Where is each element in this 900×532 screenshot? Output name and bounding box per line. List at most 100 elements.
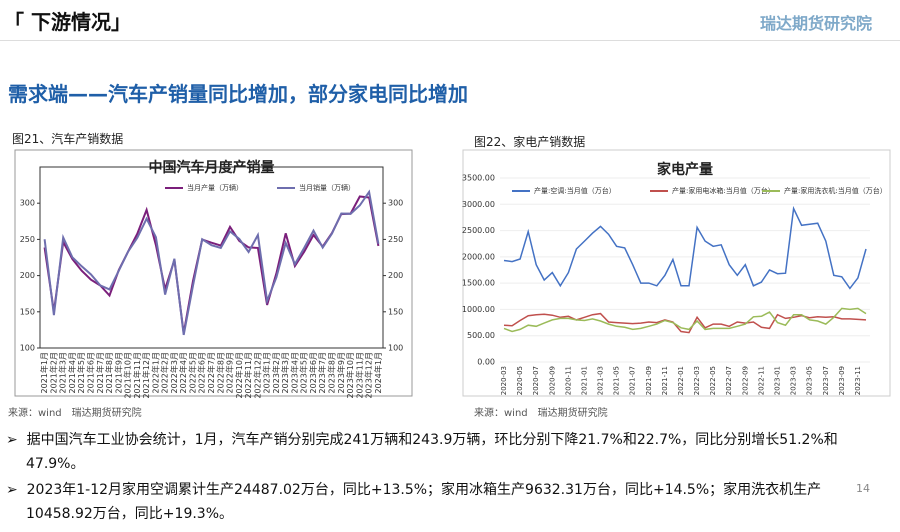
legend-label: 产量:家用洗衣机:当月值（万台） [784, 186, 887, 195]
x-tick-label: 2020-03 [500, 366, 508, 395]
y-tick-label: 1500.00 [462, 279, 495, 288]
x-tick-label: 2023-01 [774, 366, 782, 395]
x-tick-label: 2020-11 [564, 366, 572, 395]
source: 来源：wind 瑞达期货研究院 [8, 408, 142, 419]
x-tick-label: 2023-07 [822, 366, 830, 395]
chart-title: 家电产量 [657, 161, 713, 178]
y-tick-label: 3500.00 [462, 174, 495, 183]
y-tick-label: 250 [20, 235, 35, 244]
x-tick-label: 2023年12月 [364, 352, 374, 399]
x-tick-label: 2023-03 [790, 366, 798, 395]
header-title: 「 下游情况」 [4, 10, 131, 34]
x-tick-label: 2023年10月 [345, 352, 355, 399]
x-tick-label: 2020-09 [548, 366, 556, 395]
x-tick-label: 2023-11 [854, 366, 862, 395]
x-tick-label: 2022年3月 [169, 352, 179, 393]
x-tick-label: 2023年9月 [336, 352, 346, 393]
y-tick-label: 150 [20, 307, 35, 316]
x-tick-label: 2021年11月 [132, 352, 142, 399]
y-tick-label: 1000.00 [462, 305, 495, 314]
x-tick-label: 2021年7月 [95, 352, 105, 393]
line-series [503, 307, 867, 333]
bullet: ➢ 据中国汽车工业协会统计，1月，汽车产销分别完成241万辆和243.9万辆，环… [6, 432, 838, 472]
x-tick-label: 2022年9月 [225, 352, 235, 393]
legend-label: 当月销量（万辆） [299, 183, 355, 192]
x-tick-label: 2022年8月 [215, 352, 225, 393]
legend-label: 产量:空调:当月值（万台） [534, 186, 616, 195]
y-tick-label: 100 [20, 344, 35, 353]
divider [0, 40, 900, 41]
source: 来源：wind 瑞达期货研究院 [474, 408, 608, 419]
x-tick-label: 2022年5月 [187, 352, 197, 393]
x-tick-label: 2022-09 [741, 366, 749, 395]
subtitle: 需求端——汽车产销量同比增加，部分家电同比增加 [8, 82, 468, 106]
x-tick-label: 2023年11月 [354, 352, 364, 399]
x-tick-label: 2023年7月 [317, 352, 327, 393]
line-series [503, 205, 867, 290]
x-tick-label: 2023-05 [806, 366, 814, 395]
line-series [43, 189, 380, 336]
x-tick-label: 2022年11月 [243, 352, 253, 399]
x-tick-label: 2021年5月 [76, 352, 86, 393]
charts: 中国汽车月度产销量 100 150 200 250 300 100 150 200 250 300 2… [14, 149, 891, 399]
x-tick-label: 2023年8月 [327, 352, 337, 393]
page-number: 14 [856, 482, 870, 495]
x-tick-label: 2021年1月 [39, 352, 49, 393]
plot-area [39, 166, 384, 349]
x-tick-label: 2023年3月 [280, 352, 290, 393]
x-tick-label: 2022年7月 [206, 352, 216, 393]
x-tick-label: 2023年2月 [271, 352, 281, 393]
x-tick-label: 2021年6月 [85, 352, 95, 393]
x-tick-label: 2022年10月 [234, 352, 244, 399]
x-tick-label: 2021年2月 [48, 352, 58, 393]
x-tick-label: 2022年4月 [178, 352, 188, 393]
bullet-text: 据中国汽车工业协会统计，1月，汽车产销分别完成241万辆和243.9万辆，环比分… [26, 432, 838, 472]
y2-tick-label: 300 [388, 199, 403, 208]
y-tick-label: 300 [20, 199, 35, 208]
x-tick-label: 2023-09 [838, 366, 846, 395]
x-tick-label: 2024年1月 [373, 352, 383, 393]
y-tick-label: 2000.00 [462, 252, 495, 261]
legend-label: 当月产量（万辆） [187, 183, 243, 192]
x-tick-label: 2021年4月 [67, 352, 77, 393]
x-tick-label: 2023年4月 [289, 352, 299, 393]
x-tick-label: 2022-07 [725, 366, 733, 395]
y2-tick-label: 100 [388, 344, 403, 353]
x-tick-label: 2021年8月 [104, 352, 114, 393]
y-tick-label: 2500.00 [462, 226, 495, 235]
x-tick-label: 2021-09 [645, 366, 653, 395]
y2-tick-label: 150 [388, 307, 403, 316]
x-tick-label: 2021年3月 [58, 352, 68, 393]
x-tick-label: 2022-03 [693, 366, 701, 395]
x-tick-label: 2022年12月 [252, 352, 262, 399]
x-tick-label: 2021年9月 [113, 352, 123, 393]
y2-tick-label: 250 [388, 235, 403, 244]
y-tick-label: 200 [20, 271, 35, 280]
x-tick-label: 2021-03 [597, 366, 605, 395]
chart-title: 中国汽车月度产销量 [149, 159, 275, 176]
caption: 图22、家电产销数据 [474, 135, 586, 149]
x-tick-label: 2020-07 [532, 366, 540, 395]
x-tick-label: 2021年12月 [141, 352, 151, 399]
y-tick-label: 0.00 [477, 358, 495, 367]
x-tick-label: 2022-05 [709, 366, 717, 395]
x-tick-label: 2021-01 [580, 366, 588, 395]
x-tick-label: 2023年6月 [308, 352, 318, 393]
y-tick-label: 500.00 [467, 331, 495, 340]
x-tick-label: 2021-05 [613, 366, 621, 395]
x-tick-label: 2023年5月 [299, 352, 309, 393]
x-tick-label: 2023年1月 [262, 352, 272, 393]
legend-label: 产量:家用电冰箱:当月值（万台） [672, 186, 775, 195]
y2-tick-label: 200 [388, 271, 403, 280]
x-tick-label: 2022-11 [757, 366, 765, 395]
bullet: ➢ 2023年1-12月家用空调累计生产24487.02万台，同比+13.5%；… [6, 482, 822, 522]
bullet-text: 2023年1-12月家用空调累计生产24487.02万台，同比+13.5%；家用… [26, 482, 822, 522]
chart-frame [14, 149, 413, 397]
caption: 图21、汽车产销数据 [12, 132, 124, 146]
x-tick-label: 2022年6月 [197, 352, 207, 393]
x-tick-label: 2021-07 [629, 366, 637, 395]
x-tick-label: 2022年1月 [150, 352, 160, 393]
logo: 瑞达期货研究院 [759, 14, 872, 33]
y-tick-label: 3000.00 [462, 200, 495, 209]
